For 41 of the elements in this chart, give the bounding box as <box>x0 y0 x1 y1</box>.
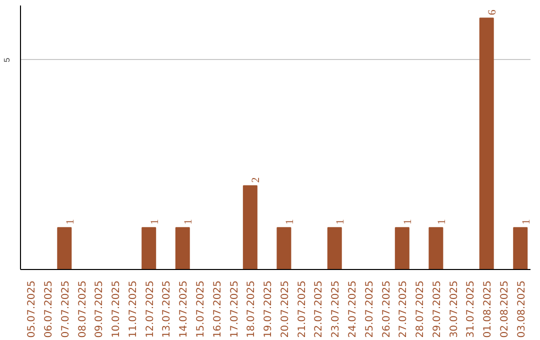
data-label: 1 <box>148 219 161 225</box>
x-tick-label: 25.07.2025 <box>364 280 376 338</box>
x-tick-label: 24.07.2025 <box>347 280 358 338</box>
data-label: 1 <box>520 219 532 225</box>
x-tick-label: 10.07.2025 <box>111 280 122 338</box>
x-tick-label: 01.08.2025 <box>482 280 494 338</box>
x-tick-label: 06.07.2025 <box>44 280 55 338</box>
x-tick-label: 07.07.2025 <box>60 280 72 338</box>
x-tick-label: 30.07.2025 <box>448 280 460 338</box>
x-tick-label: 19.07.2025 <box>263 280 274 338</box>
x-tick-label: 05.07.2025 <box>26 280 38 338</box>
x-tick-label: 29.07.2025 <box>432 280 443 338</box>
x-tick-label: 09.07.2025 <box>94 280 106 338</box>
x-tick-label: 16.07.2025 <box>212 280 224 338</box>
x-tick-label: 17.07.2025 <box>229 280 240 338</box>
x-tick-label: 08.07.2025 <box>77 280 88 338</box>
data-label: 1 <box>64 219 76 225</box>
data-label: 1 <box>436 219 448 225</box>
x-tick-label: 22.07.2025 <box>314 280 325 338</box>
x-tick-label: 21.07.2025 <box>296 280 308 338</box>
x-tick-label: 03.08.2025 <box>516 280 528 338</box>
data-label: 1 <box>402 219 414 225</box>
x-tick-label: 18.07.2025 <box>246 280 258 338</box>
x-tick-label: 13.07.2025 <box>162 280 173 338</box>
x-tick-label: 27.07.2025 <box>398 280 410 338</box>
x-tick-label: 12.07.2025 <box>144 280 156 338</box>
data-label: 1 <box>284 219 296 225</box>
data-label: 6 <box>486 9 499 16</box>
x-tick-label: 11.07.2025 <box>128 280 139 338</box>
x-tick-label: 28.07.2025 <box>415 280 426 338</box>
x-tick-label: 14.07.2025 <box>178 280 190 338</box>
x-tick-label: 20.07.2025 <box>280 280 291 338</box>
x-tick-label: 23.07.2025 <box>330 280 342 338</box>
data-label: 2 <box>250 177 262 183</box>
data-label: 1 <box>182 219 195 225</box>
data-label: 1 <box>334 219 347 225</box>
x-tick-label: 26.07.2025 <box>381 280 392 338</box>
x-tick-label: 31.07.2025 <box>466 280 477 338</box>
x-tick-label: 02.08.2025 <box>499 280 510 338</box>
y-tick-label: 5 <box>2 57 12 62</box>
x-tick-label: 15.07.2025 <box>196 280 207 338</box>
